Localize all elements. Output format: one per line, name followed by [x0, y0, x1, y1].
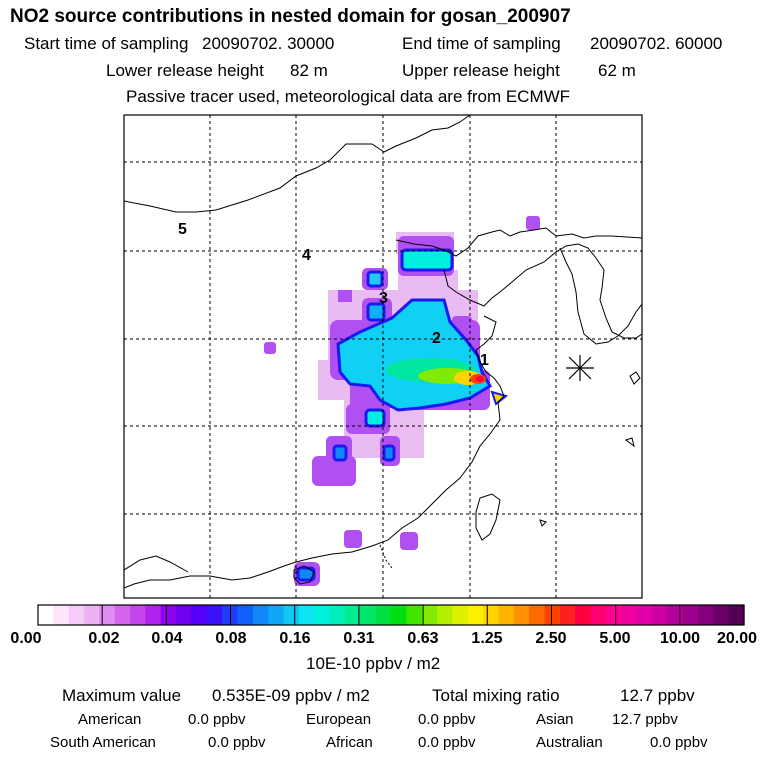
colorbar-swatch — [651, 605, 668, 625]
colorbar-swatch — [421, 605, 438, 625]
source-name: African — [326, 734, 373, 751]
colorbar-swatch — [375, 605, 392, 625]
colorbar-swatch — [38, 605, 54, 625]
colorbar-units: 10E-10 ppbv / m2 — [306, 654, 441, 673]
colorbar-swatch — [329, 605, 346, 625]
colorbar-swatch — [84, 605, 100, 625]
colorbar-swatch — [114, 605, 131, 625]
colorbar-swatch — [99, 605, 116, 625]
graticule — [124, 115, 642, 598]
colorbar-swatch — [590, 605, 607, 625]
region-label-4: 4 — [302, 247, 311, 264]
colorbar — [37, 604, 745, 626]
lower-height-label: Lower release height — [106, 61, 264, 80]
colorbar-swatch — [344, 605, 361, 625]
colorbar-swatch — [252, 605, 269, 625]
colorbar-swatch — [621, 605, 638, 625]
source-value: 0.0 ppbv — [650, 734, 708, 751]
colorbar-tick-label: 0.63 — [407, 630, 439, 647]
colorbar-swatch — [237, 605, 254, 625]
total-mixing-value: 12.7 ppbv — [620, 686, 695, 705]
colorbar-tick-label: 0.16 — [279, 630, 311, 647]
colorbar-swatch — [529, 605, 546, 625]
colorbar-swatch — [513, 605, 530, 625]
region-label-3: 3 — [379, 290, 388, 307]
max-value-label: Maximum value — [62, 686, 182, 705]
colorbar-swatch — [467, 605, 484, 625]
colorbar-tick-label: 0.04 — [151, 630, 183, 647]
colorbar-swatch — [575, 605, 592, 625]
total-mixing-label: Total mixing ratio — [432, 686, 560, 705]
colorbar-swatch — [314, 605, 331, 625]
source-value: 0.0 ppbv — [208, 734, 266, 751]
source-name: European — [306, 711, 372, 728]
concentration-field — [264, 216, 540, 586]
colorbar-swatch — [391, 605, 407, 625]
colorbar-tick-label: 0.02 — [88, 630, 120, 647]
tracer-note: Passive tracer used, meteorological data… — [126, 87, 571, 106]
page-title: NO2 source contributions in nested domai… — [10, 6, 571, 27]
colorbar-tick-label: 0.00 — [10, 630, 42, 647]
colorbar-tick-label: 0.08 — [215, 630, 247, 647]
colorbar-swatch — [713, 605, 730, 625]
colorbar-swatch — [437, 605, 453, 625]
source-name: American — [78, 711, 142, 728]
colorbar-swatch — [406, 605, 423, 625]
colorbar-swatch — [176, 605, 193, 625]
source-value: 12.7 ppbv — [612, 711, 678, 728]
upper-height-value: 62 m — [598, 61, 636, 80]
source-value: 0.0 ppbv — [418, 734, 476, 751]
colorbar-swatch — [605, 605, 622, 625]
colorbar-swatch — [544, 605, 561, 625]
end-time-label: End time of sampling — [402, 34, 561, 53]
max-value: 0.535E-09 ppbv / m2 — [212, 686, 370, 705]
colorbar-swatch — [697, 605, 714, 625]
source-name: Asian — [536, 711, 574, 728]
receptor-asterisk-icon — [566, 355, 594, 381]
colorbar-swatch — [452, 605, 469, 625]
colorbar-swatch — [160, 605, 177, 625]
source-name: Australian — [536, 734, 603, 751]
colorbar-swatch — [728, 605, 745, 625]
colorbar-swatch — [298, 605, 315, 625]
colorbar-swatch — [360, 605, 377, 625]
colorbar-tick-label: 5.00 — [599, 630, 631, 647]
start-time-value: 20090702. 30000 — [202, 34, 335, 53]
colorbar-swatch — [130, 605, 147, 625]
start-time-label: Start time of sampling — [24, 34, 189, 53]
region-label-5: 5 — [178, 221, 187, 238]
colorbar-tick-label: 2.50 — [535, 630, 567, 647]
colorbar-swatch — [68, 605, 85, 625]
colorbar-tick-label: 20.00 — [716, 630, 758, 647]
colorbar-swatch — [53, 605, 70, 625]
upper-height-label: Upper release height — [402, 61, 560, 80]
map-frame — [123, 114, 643, 599]
source-value: 0.0 ppbv — [418, 711, 476, 728]
source-value: 0.0 ppbv — [188, 711, 246, 728]
colorbar-swatch — [682, 605, 699, 625]
lower-height-value: 82 m — [290, 61, 328, 80]
colorbar-tick-label: 10.00 — [659, 630, 701, 647]
colorbar-swatch — [145, 605, 162, 625]
colorbar-swatch — [206, 605, 223, 625]
colorbar-swatch — [667, 605, 684, 625]
colorbar-swatch — [268, 605, 285, 625]
colorbar-swatch — [283, 605, 300, 625]
end-time-value: 20090702. 60000 — [590, 34, 723, 53]
colorbar-swatch — [191, 605, 208, 625]
colorbar-tick-label: 1.25 — [471, 630, 503, 647]
region-label-1: 1 — [480, 352, 489, 369]
colorbar-border — [37, 604, 745, 626]
source-name: South American — [50, 734, 156, 751]
colorbar-swatch — [559, 605, 576, 625]
colorbar-swatch — [498, 605, 515, 625]
colorbar-swatch — [636, 605, 653, 625]
colorbar-tick-label: 0.31 — [343, 630, 375, 647]
region-label-2: 2 — [432, 330, 441, 347]
colorbar-swatch — [483, 605, 500, 625]
